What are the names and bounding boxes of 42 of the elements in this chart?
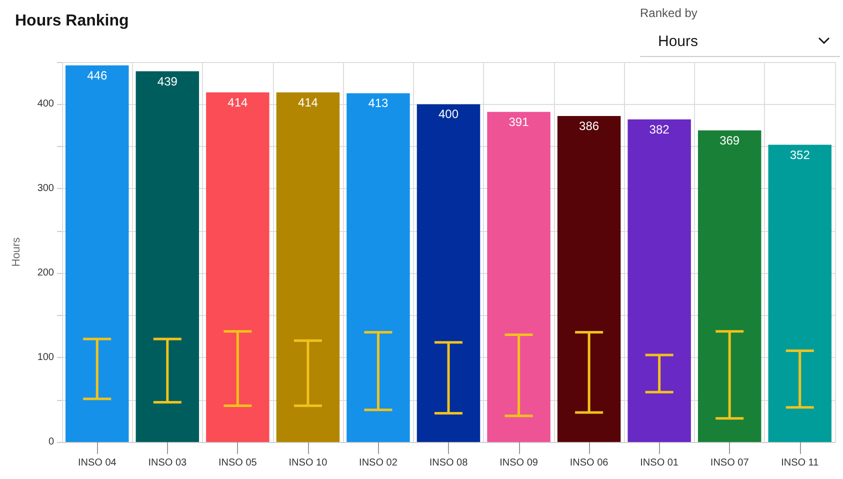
text: Hours <box>658 32 698 50</box>
data-label: 414 <box>298 95 318 110</box>
x-tick-label: INSO 03 <box>148 458 188 468</box>
y-tick-label: 100 <box>37 352 54 364</box>
bar <box>487 112 550 442</box>
data-label: 369 <box>720 133 740 148</box>
data-label: 439 <box>157 74 178 88</box>
data-label: 382 <box>649 122 670 136</box>
y-tick-label: 400 <box>37 98 54 110</box>
bar <box>698 130 762 442</box>
data-label: 400 <box>438 107 459 122</box>
x-tick-label: INSO 04 <box>78 458 117 468</box>
x-tick-label: INSO 01 <box>640 458 679 468</box>
bar <box>416 104 480 442</box>
x-tick-label: INSO 09 <box>500 458 538 468</box>
chart-title: Hours Ranking <box>15 12 129 30</box>
y-tick-label: 0 <box>48 436 54 448</box>
x-tick-label: INSO 02 <box>359 458 398 468</box>
x-tick-label: INSO 08 <box>429 458 468 468</box>
x-tick-label: INSO 10 <box>288 458 328 468</box>
x-tick-label: INSO 11 <box>781 458 820 468</box>
bar <box>136 71 200 442</box>
bar <box>628 119 691 442</box>
bar <box>206 92 270 442</box>
y-tick-label: 300 <box>37 183 54 194</box>
data-label: 386 <box>579 119 600 134</box>
y-axis-title: Hours <box>10 236 22 267</box>
y-tick-label: 200 <box>37 268 54 279</box>
data-label: 352 <box>790 148 810 162</box>
data-label: 391 <box>508 114 530 129</box>
x-tick-label: INSO 06 <box>570 458 609 468</box>
x-tick-label: INSO 05 <box>218 458 258 468</box>
bar <box>276 92 340 442</box>
bar <box>66 65 129 442</box>
bar <box>557 116 621 442</box>
data-label: 413 <box>368 96 389 110</box>
text: Ranked by <box>640 6 698 20</box>
data-label: 414 <box>228 95 248 110</box>
x-tick-label: INSO 07 <box>710 458 750 468</box>
bar <box>346 93 410 442</box>
bar <box>768 144 832 442</box>
data-label: 446 <box>87 68 108 82</box>
